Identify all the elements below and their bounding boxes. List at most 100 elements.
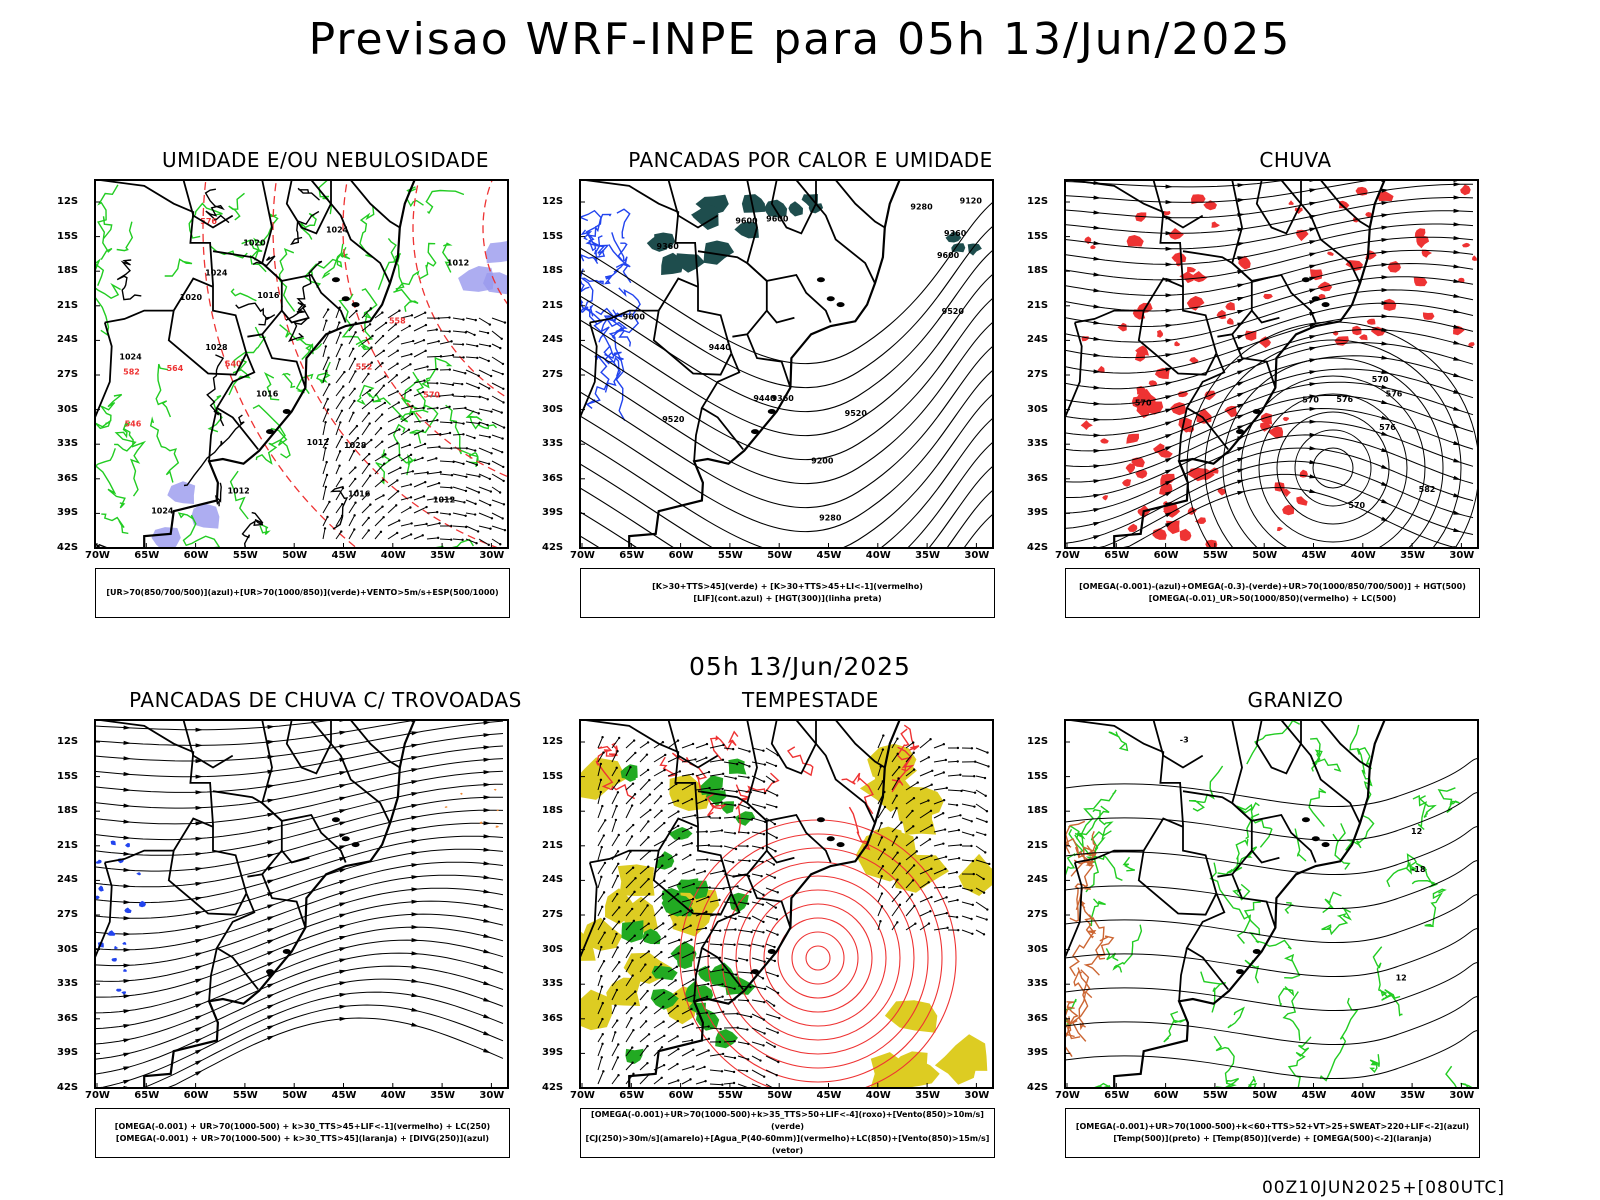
wind-vector bbox=[905, 742, 914, 749]
wind-vector bbox=[413, 312, 426, 319]
streamline-arrow bbox=[483, 757, 491, 762]
wind-vector-head bbox=[880, 821, 883, 825]
wind-vector-head bbox=[426, 471, 429, 474]
wind-vector-head bbox=[398, 309, 401, 312]
contour-line bbox=[786, 746, 814, 777]
contour-line bbox=[618, 287, 641, 347]
wind-vector-head bbox=[367, 516, 370, 520]
wind-vector-head bbox=[323, 527, 327, 530]
wind-vector-head bbox=[634, 877, 637, 880]
lon-tick-label: 35W bbox=[1400, 550, 1426, 561]
wind-vector-head bbox=[694, 814, 697, 817]
wind-vector-head bbox=[972, 834, 975, 837]
streamline-arrow bbox=[483, 847, 491, 852]
streamline-arrow bbox=[411, 875, 419, 880]
lon-tick-label: 70W bbox=[1055, 550, 1080, 561]
wind-vector bbox=[374, 427, 382, 436]
wind-vector bbox=[374, 531, 382, 540]
wind-vector bbox=[361, 475, 371, 488]
wind-vector bbox=[919, 800, 929, 805]
wind-vector bbox=[695, 870, 706, 875]
thickness-contours bbox=[202, 180, 508, 548]
streamline-arrow bbox=[267, 993, 275, 999]
wind-vector-head bbox=[371, 334, 374, 338]
wind-vector-head bbox=[503, 321, 507, 324]
wind-vector bbox=[905, 894, 913, 903]
contour-label: 1024 bbox=[119, 353, 142, 362]
wind-vector bbox=[491, 408, 502, 414]
wind-vector bbox=[681, 883, 694, 889]
wind-vector-head bbox=[487, 359, 490, 363]
contour-line bbox=[1209, 862, 1252, 944]
streamline-arrow bbox=[1165, 184, 1173, 189]
wind-vector bbox=[919, 896, 932, 903]
wind-vector bbox=[491, 330, 503, 340]
wind-vector bbox=[751, 831, 765, 835]
wind-vector-head bbox=[661, 864, 664, 867]
contour-line bbox=[1188, 765, 1224, 812]
border-line bbox=[1255, 720, 1302, 775]
shaded-area bbox=[496, 809, 499, 812]
shaded-area bbox=[191, 503, 220, 529]
wind-vector-head bbox=[436, 382, 439, 385]
wind-vector-head bbox=[599, 762, 603, 766]
wind-vector-head bbox=[477, 491, 481, 494]
contour-line bbox=[206, 354, 225, 427]
wind-vector-head bbox=[899, 890, 902, 894]
wind-vector-head bbox=[761, 847, 765, 850]
streamline bbox=[1065, 434, 1474, 514]
wind-vector bbox=[597, 1043, 604, 1057]
streamline-arrow bbox=[1093, 272, 1101, 277]
wind-vector-head bbox=[601, 1017, 604, 1021]
streamline-arrow bbox=[1381, 369, 1389, 375]
lat-tick-label: 27S bbox=[1027, 909, 1049, 920]
contour-line bbox=[1356, 746, 1372, 770]
border-line bbox=[167, 310, 248, 376]
shaded-area bbox=[1196, 408, 1212, 424]
wind-vector-head bbox=[352, 411, 355, 414]
wind-vector bbox=[877, 837, 883, 847]
axis-ticks bbox=[1065, 201, 1462, 549]
lake-shape bbox=[1311, 296, 1320, 302]
wind-vector-head bbox=[661, 892, 665, 896]
streamline-arrow bbox=[1237, 392, 1245, 398]
wind-vector bbox=[933, 843, 944, 847]
contour-line bbox=[580, 225, 993, 389]
streamline bbox=[95, 965, 504, 1060]
wind-vector-head bbox=[912, 751, 915, 754]
wind-vector-head bbox=[355, 424, 359, 428]
shaded-area bbox=[1135, 345, 1149, 356]
contour-line bbox=[1065, 757, 1478, 808]
wind-vector bbox=[737, 831, 749, 834]
lon-tick-label: 55W bbox=[232, 550, 258, 561]
wind-vector-head bbox=[746, 1058, 750, 1061]
border-line bbox=[766, 310, 795, 324]
wind-vector-head bbox=[988, 862, 991, 866]
wind-vector-head bbox=[659, 795, 663, 798]
wind-vector-head bbox=[486, 331, 490, 335]
wind-vector-head bbox=[601, 804, 604, 808]
wind-vector bbox=[413, 457, 423, 462]
map-layers: 1012101210121016102010241020102410161012… bbox=[95, 180, 508, 548]
wind-vector bbox=[933, 772, 944, 777]
wind-vector bbox=[322, 422, 327, 436]
wind-vector bbox=[765, 873, 776, 879]
wind-vector bbox=[413, 534, 423, 540]
lon-tick-label: 30W bbox=[479, 550, 505, 561]
border-line bbox=[1137, 850, 1218, 916]
contour-line bbox=[1105, 948, 1119, 962]
wind-vector bbox=[737, 803, 749, 809]
wind-vector-head bbox=[691, 742, 695, 746]
streamline-arrow bbox=[339, 796, 347, 801]
streamline-arrow bbox=[1237, 283, 1245, 288]
streamline-arrow bbox=[1093, 385, 1101, 390]
wind-vector-head bbox=[718, 929, 722, 932]
wind-vector bbox=[723, 789, 737, 793]
wind-vector bbox=[348, 515, 356, 527]
streamline-arrow bbox=[1453, 278, 1461, 284]
wind-vector bbox=[387, 480, 398, 488]
streamline-arrow bbox=[1237, 370, 1245, 375]
wind-vector-head bbox=[719, 943, 723, 946]
wind-vector-head bbox=[421, 429, 424, 432]
lat-tick-label: 27S bbox=[1027, 369, 1049, 380]
